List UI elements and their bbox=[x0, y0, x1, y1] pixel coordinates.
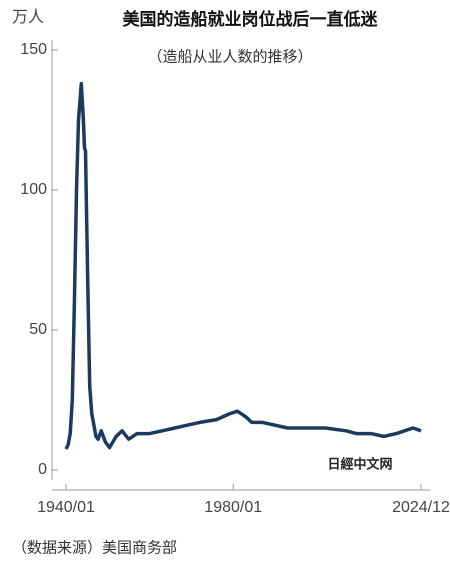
x-tick-label: 2024/12 bbox=[392, 499, 450, 516]
logo: 日經中文网 bbox=[327, 457, 392, 473]
y-tick-label: 150 bbox=[20, 41, 47, 58]
line bbox=[64, 81, 422, 450]
x-tick-label: 1980/01 bbox=[204, 499, 262, 516]
logo-box bbox=[302, 455, 420, 475]
y-axis-label: 万人 bbox=[12, 8, 44, 26]
chart-title: 美国的造船就业岗位战后一直低迷 bbox=[123, 9, 379, 30]
source: （数据来源）美国商务部 bbox=[12, 539, 177, 557]
x-tick-label: 1940/01 bbox=[37, 499, 95, 516]
y-tick-label: 50 bbox=[29, 321, 47, 338]
y-tick-label: 100 bbox=[20, 181, 47, 198]
y-tick-label: 0 bbox=[38, 461, 47, 478]
chart-subtitle: （造船从业人数的推移） bbox=[147, 48, 312, 66]
